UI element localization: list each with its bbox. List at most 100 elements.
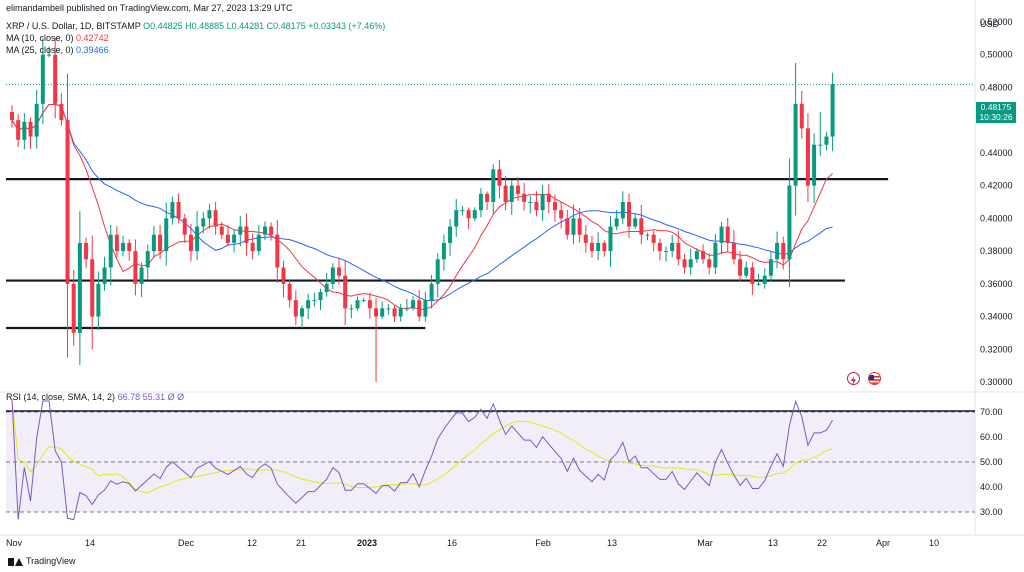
candle-body xyxy=(651,234,656,243)
rsi-line xyxy=(11,399,834,521)
candle-body xyxy=(219,226,224,235)
candle-body xyxy=(324,283,329,292)
candle-body xyxy=(485,193,490,202)
candle-body xyxy=(583,234,588,243)
candle-body xyxy=(441,242,446,260)
candle-body xyxy=(386,308,391,310)
candle-body xyxy=(818,144,823,146)
candle-body xyxy=(688,259,693,268)
candle-body xyxy=(398,308,403,317)
rsi-tick-label: 40.00 xyxy=(980,482,1003,492)
candle-body xyxy=(596,242,601,252)
candle-body xyxy=(768,259,773,276)
lightning-icon[interactable] xyxy=(847,372,860,385)
candle-body xyxy=(411,300,416,309)
candle-body xyxy=(571,218,576,235)
rsi-tick-label: 70.00 xyxy=(980,407,1003,417)
time-tick-label: 21 xyxy=(296,538,306,548)
current-price-value: 0.48175 xyxy=(980,102,1012,112)
candle-body xyxy=(151,234,156,252)
candle-body xyxy=(281,267,286,284)
rsi-legend[interactable]: RSI (14, close, SMA, 14, 2) 66.78 55.31 … xyxy=(6,392,184,402)
candle-body xyxy=(713,242,718,268)
ma10-legend[interactable]: MA (10, close, 0) 0.42742 xyxy=(6,33,109,43)
candle-body xyxy=(454,210,459,227)
candle-body xyxy=(133,251,138,284)
candle-body xyxy=(719,226,724,243)
candle-body xyxy=(380,308,385,317)
candle-body xyxy=(213,210,218,227)
candle-body xyxy=(139,267,144,284)
candle-body xyxy=(59,103,64,121)
candle-body xyxy=(682,259,687,268)
candle-body xyxy=(540,193,545,211)
candle-body xyxy=(614,218,619,227)
candle-body xyxy=(47,54,52,56)
candle-body xyxy=(102,267,107,284)
flag-icon[interactable] xyxy=(868,372,881,385)
footer-brand: TradingView xyxy=(26,556,76,566)
candle-body xyxy=(22,121,27,140)
candle-body xyxy=(503,185,508,202)
ma10-label: MA (10, close, 0) xyxy=(6,33,74,43)
candle-body xyxy=(10,112,14,121)
rsi-tick-label: 30.00 xyxy=(980,507,1003,517)
price-tick-label: 0.32000 xyxy=(980,344,1013,354)
candle-body xyxy=(53,54,58,104)
candle-body xyxy=(287,283,292,301)
candle-body xyxy=(725,226,730,243)
candle-body xyxy=(608,226,613,252)
time-tick-label: Nov xyxy=(6,538,23,548)
candle-body xyxy=(645,234,650,236)
price-tick-label: 0.36000 xyxy=(980,279,1013,289)
time-tick-label: Mar xyxy=(697,538,713,548)
candle-body xyxy=(707,259,712,268)
ma25-legend[interactable]: MA (25, close, 0) 0.39466 xyxy=(6,45,109,55)
candle-body xyxy=(762,275,767,284)
currency-label: USD xyxy=(980,19,1000,29)
candle-body xyxy=(787,185,792,260)
current-price-badge: 0.48175 10:30:26 xyxy=(976,102,1016,123)
candle-body xyxy=(170,202,175,219)
candle-body xyxy=(392,308,397,317)
candle-body xyxy=(127,242,132,252)
candle-body xyxy=(435,259,440,284)
candle-body xyxy=(250,242,255,252)
candle-body xyxy=(664,251,669,253)
candle-body xyxy=(182,218,187,235)
candle-body xyxy=(90,259,95,317)
price-tick-label: 0.34000 xyxy=(980,312,1013,322)
candle-body xyxy=(775,242,780,260)
candle-body xyxy=(750,267,755,284)
time-tick-label: Feb xyxy=(535,538,551,548)
candle-countdown: 10:30:26 xyxy=(979,111,1013,122)
candle-body xyxy=(299,308,304,317)
candle-body xyxy=(417,300,422,317)
price-tick-label: 0.38000 xyxy=(980,246,1013,256)
candle-body xyxy=(781,242,786,260)
candle-body xyxy=(694,251,699,260)
candle-body xyxy=(466,210,471,219)
candle-body xyxy=(559,210,564,219)
candle-body xyxy=(262,226,267,235)
candle-body xyxy=(824,136,829,145)
candle-body xyxy=(318,292,323,301)
time-tick-label: Apr xyxy=(876,538,890,548)
candle-body xyxy=(114,234,119,252)
candle-body xyxy=(670,242,675,252)
ma25-line xyxy=(11,103,833,302)
candle-body xyxy=(509,185,514,202)
candle-body xyxy=(738,259,743,276)
ma25-label: MA (25, close, 0) xyxy=(6,45,74,55)
candle-body xyxy=(534,202,539,211)
candle-body xyxy=(16,120,21,140)
price-tick-label: 0.52000 xyxy=(980,17,1013,27)
candle-body xyxy=(349,308,354,310)
candle-body xyxy=(275,234,280,268)
candle-body xyxy=(293,300,298,317)
time-tick-label: 2023 xyxy=(357,538,377,548)
candle-body xyxy=(602,242,607,252)
candle-body xyxy=(361,300,366,302)
tradingview-logo-icon xyxy=(8,556,23,566)
